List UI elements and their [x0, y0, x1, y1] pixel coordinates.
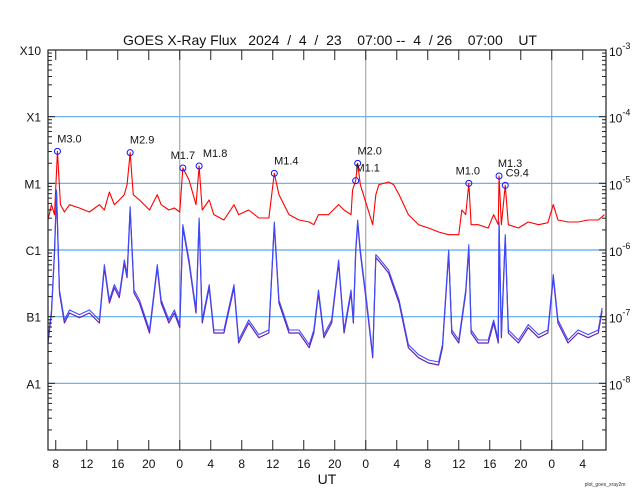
x-tick-label: 0 [176, 457, 183, 471]
y-tick-label-left: X1 [26, 111, 41, 125]
x-tick-label: 8 [238, 457, 245, 471]
flare-label: M1.0 [456, 165, 480, 177]
y-tick-label-right: 10-3 [609, 41, 630, 59]
y-tick-label-left: C1 [26, 244, 42, 258]
footer-label: plot_goes_xray2m [585, 482, 626, 488]
y-tick-label-right: 10-5 [609, 174, 630, 192]
flare-marker [501, 181, 509, 189]
flare-marker [465, 179, 473, 187]
flare-marker [195, 162, 203, 170]
y-tick-label-left: M1 [24, 177, 41, 191]
flare-label: M1.3 [498, 158, 522, 170]
series-layer [47, 150, 605, 366]
y-tick-label-right: 10-8 [609, 374, 630, 392]
y-tick-label-left: A1 [26, 377, 41, 391]
y-tick-label-base: 10 [609, 245, 623, 259]
flare-label: M2.0 [357, 145, 381, 157]
x-tick-label: 4 [579, 457, 586, 471]
x-tick-label: 0 [548, 457, 555, 471]
flare-marker [495, 172, 503, 180]
y-tick-label-exponent: -3 [622, 41, 630, 51]
flare-marker [354, 159, 362, 167]
flare-marker [270, 169, 278, 177]
y-tick-label-exponent: -4 [622, 108, 630, 118]
x-tick-label: 20 [142, 457, 156, 471]
y-tick-label-base: 10 [609, 45, 623, 59]
flare-label: C9.4 [506, 167, 529, 179]
x-tick-label: 20 [514, 457, 528, 471]
x-tick-label: 16 [111, 457, 125, 471]
flare-label: M1.1 [355, 163, 379, 175]
flare-marker [352, 177, 360, 185]
x-tick-label: 0 [362, 457, 369, 471]
y-tick-label-base: 10 [609, 112, 623, 126]
x-tick-label: 4 [207, 457, 214, 471]
axes: 8 12 16 20 0 4 8 12 16 20 0 4 8 12 16 20 0 4 X10 X1 M1 C1 B1 A1… [20, 41, 631, 471]
x-tick-label: 12 [452, 457, 466, 471]
y-tick-label-base: 10 [609, 312, 623, 326]
x-tick-label: 4 [393, 457, 400, 471]
y-tick-label-exponent: -7 [622, 308, 630, 318]
x-tick-label: 16 [297, 457, 311, 471]
y-tick-label-right: 10-7 [609, 308, 630, 326]
x-tick-label: 12 [80, 457, 94, 471]
y-tick-label-left: X10 [20, 44, 42, 58]
y-tick-label-left: B1 [26, 311, 41, 325]
series-line-short [47, 189, 603, 363]
flare-label: M2.9 [130, 135, 154, 147]
chart-title: GOES X-Ray Flux 2024 / 4 / 23 07:00 -- 4… [123, 32, 537, 48]
flare-markers: M3.0 M2.9 M1.7 M1.8 M1.4 M2.0 M1.1 M1.0 M1.3C9.4 [53, 133, 529, 189]
x-axis-label: UT [318, 471, 337, 487]
flare-marker [179, 164, 187, 172]
y-tick-label-right: 10-6 [609, 241, 630, 259]
flare-marker [53, 147, 61, 155]
flare-label: M3.0 [57, 133, 81, 145]
y-tick-label-exponent: -6 [622, 241, 630, 251]
flare-marker [126, 149, 134, 157]
flare-label: M1.8 [203, 148, 227, 160]
x-tick-label: 8 [424, 457, 431, 471]
flare-label: M1.7 [171, 150, 195, 162]
grid [48, 50, 606, 450]
x-tick-label: 20 [328, 457, 342, 471]
y-tick-label-right: 10-4 [609, 108, 630, 126]
y-tick-label-exponent: -5 [622, 174, 630, 184]
x-tick-label: 8 [52, 457, 59, 471]
y-tick-label-base: 10 [609, 178, 623, 192]
y-tick-label-exponent: -8 [622, 374, 630, 384]
x-tick-label: 12 [266, 457, 280, 471]
x-tick-label: 16 [483, 457, 497, 471]
flare-label: M1.4 [274, 155, 298, 167]
y-tick-label-base: 10 [609, 378, 623, 392]
